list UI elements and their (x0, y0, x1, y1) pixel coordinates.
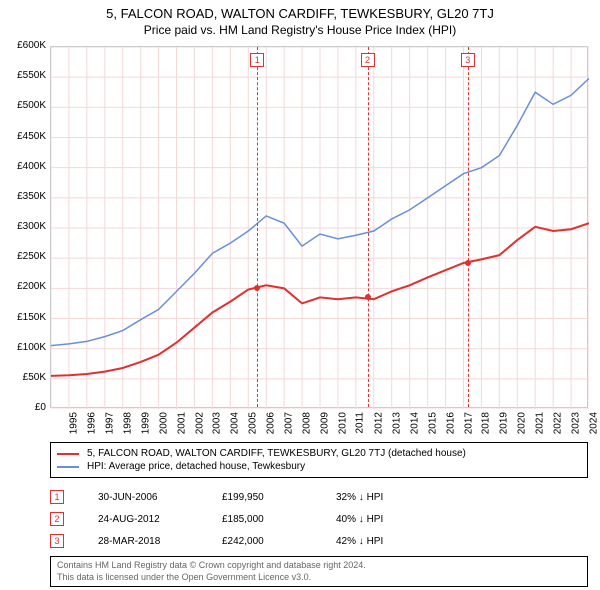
marker-dot (254, 285, 260, 291)
marker-vline (368, 47, 369, 407)
plot-area: 1 2 3 (50, 46, 588, 408)
x-tick-label: 2017 (463, 412, 474, 434)
x-tick-label: 2011 (354, 412, 365, 434)
y-tick-label: £300K (2, 221, 46, 232)
x-tick-label: 2020 (517, 412, 528, 434)
x-tick-label: 2023 (570, 412, 581, 434)
y-tick-label: £400K (2, 161, 46, 172)
legend-swatch-subject (57, 453, 79, 455)
x-tick-label: 2019 (499, 412, 510, 434)
x-tick-label: 2002 (194, 412, 205, 434)
marker-badge: 1 (50, 490, 64, 504)
x-tick-label: 2018 (481, 412, 492, 434)
chart-title: 5, FALCON ROAD, WALTON CARDIFF, TEWKESBU… (0, 0, 600, 21)
txn-date: 28-MAR-2018 (98, 536, 188, 547)
marker-vline (468, 47, 469, 407)
x-tick-label: 2010 (337, 412, 348, 434)
legend-row-subject: 5, FALCON ROAD, WALTON CARDIFF, TEWKESBU… (57, 447, 581, 460)
x-tick-label: 1998 (122, 412, 133, 434)
y-tick-label: £100K (2, 342, 46, 353)
chart-container: 5, FALCON ROAD, WALTON CARDIFF, TEWKESBU… (0, 0, 600, 590)
y-tick-label: £350K (2, 191, 46, 202)
marker-dot (465, 260, 471, 266)
marker-badge: 3 (50, 534, 64, 548)
x-tick-label: 2009 (319, 412, 330, 434)
legend-row-hpi: HPI: Average price, detached house, Tewk… (57, 460, 581, 473)
marker-vline (257, 47, 258, 407)
y-tick-label: £550K (2, 70, 46, 81)
legend-label-subject: 5, FALCON ROAD, WALTON CARDIFF, TEWKESBU… (87, 448, 466, 459)
x-tick-label: 2016 (445, 412, 456, 434)
y-tick-label: £0 (2, 402, 46, 413)
txn-price: £242,000 (222, 536, 302, 547)
x-tick-label: 2024 (588, 412, 599, 434)
txn-price: £199,950 (222, 492, 302, 503)
marker-chip: 3 (461, 53, 475, 67)
x-tick-label: 1996 (86, 412, 97, 434)
y-tick-label: £150K (2, 312, 46, 323)
x-tick-label: 1997 (104, 412, 115, 434)
transaction-table: 1 30-JUN-2006 £199,950 32% ↓ HPI 2 24-AU… (50, 486, 426, 552)
x-tick-label: 2005 (248, 412, 259, 434)
y-tick-label: £500K (2, 100, 46, 111)
footer-line1: Contains HM Land Registry data © Crown c… (57, 560, 581, 572)
chart-subtitle: Price paid vs. HM Land Registry's House … (0, 21, 600, 37)
x-tick-label: 2001 (176, 412, 187, 434)
table-row: 1 30-JUN-2006 £199,950 32% ↓ HPI (50, 486, 426, 508)
table-row: 2 24-AUG-2012 £185,000 40% ↓ HPI (50, 508, 426, 530)
marker-dot (365, 294, 371, 300)
x-tick-label: 2000 (158, 412, 169, 434)
legend-label-hpi: HPI: Average price, detached house, Tewk… (87, 461, 305, 472)
x-tick-label: 2006 (266, 412, 277, 434)
x-tick-label: 2012 (373, 412, 384, 434)
series-lines (51, 47, 589, 409)
txn-date: 30-JUN-2006 (98, 492, 188, 503)
x-tick-label: 2004 (230, 412, 241, 434)
x-tick-label: 2013 (391, 412, 402, 434)
x-tick-label: 2014 (409, 412, 420, 434)
txn-price: £185,000 (222, 514, 302, 525)
y-tick-label: £200K (2, 281, 46, 292)
x-tick-label: 2022 (552, 412, 563, 434)
x-tick-label: 2007 (283, 412, 294, 434)
marker-badge: 2 (50, 512, 64, 526)
x-tick-label: 2008 (301, 412, 312, 434)
txn-pct: 40% ↓ HPI (336, 514, 426, 525)
y-tick-label: £50K (2, 372, 46, 383)
x-tick-label: 2021 (535, 412, 546, 434)
txn-date: 24-AUG-2012 (98, 514, 188, 525)
legend-swatch-hpi (57, 466, 79, 468)
footer-line2: This data is licensed under the Open Gov… (57, 572, 581, 584)
table-row: 3 28-MAR-2018 £242,000 42% ↓ HPI (50, 530, 426, 552)
x-tick-label: 1999 (140, 412, 151, 434)
legend: 5, FALCON ROAD, WALTON CARDIFF, TEWKESBU… (50, 442, 588, 478)
attribution: Contains HM Land Registry data © Crown c… (50, 556, 588, 587)
y-tick-label: £250K (2, 251, 46, 262)
y-tick-label: £450K (2, 131, 46, 142)
x-tick-label: 1995 (68, 412, 79, 434)
y-tick-label: £600K (2, 40, 46, 51)
txn-pct: 42% ↓ HPI (336, 536, 426, 547)
marker-chip: 1 (250, 53, 264, 67)
x-tick-label: 2015 (427, 412, 438, 434)
txn-pct: 32% ↓ HPI (336, 492, 426, 503)
marker-chip: 2 (361, 53, 375, 67)
x-tick-label: 2003 (212, 412, 223, 434)
